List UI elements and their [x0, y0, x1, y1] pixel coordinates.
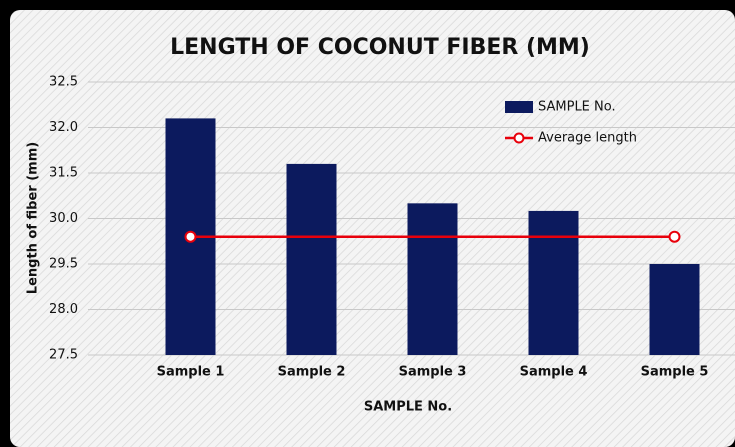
- y-tick-label: 31.5: [49, 166, 78, 181]
- line-marker: [184, 230, 197, 243]
- legend-swatch: [513, 132, 525, 144]
- bar: [407, 203, 458, 355]
- chart-background: [10, 10, 735, 447]
- x-tick-label: Sample 2: [278, 365, 346, 380]
- bar: [649, 264, 700, 355]
- y-tick-label: 28.0: [49, 302, 78, 317]
- legend-swatch: [505, 101, 533, 113]
- y-axis-title: Length of fiber (mm): [26, 142, 41, 294]
- y-tick-label: 27.5: [49, 348, 78, 363]
- y-tick-label: 30.0: [49, 211, 78, 226]
- line-marker: [668, 230, 681, 243]
- legend-label: Average length: [538, 131, 637, 146]
- x-tick-label: Sample 1: [157, 365, 225, 380]
- y-tick-label: 29.5: [49, 257, 78, 272]
- x-tick-label: Sample 3: [399, 365, 467, 380]
- x-axis-title: SAMPLE No.: [364, 400, 452, 415]
- y-tick-label: 32.0: [49, 120, 78, 135]
- legend-label: SAMPLE No.: [538, 100, 616, 115]
- x-tick-label: Sample 5: [641, 365, 709, 380]
- bar: [286, 163, 337, 355]
- chart-title: LENGTH OF COCONUT FIBER (MM): [170, 35, 590, 60]
- y-tick-label: 32.5: [49, 75, 78, 90]
- x-tick-label: Sample 4: [520, 365, 588, 380]
- bar: [528, 210, 579, 355]
